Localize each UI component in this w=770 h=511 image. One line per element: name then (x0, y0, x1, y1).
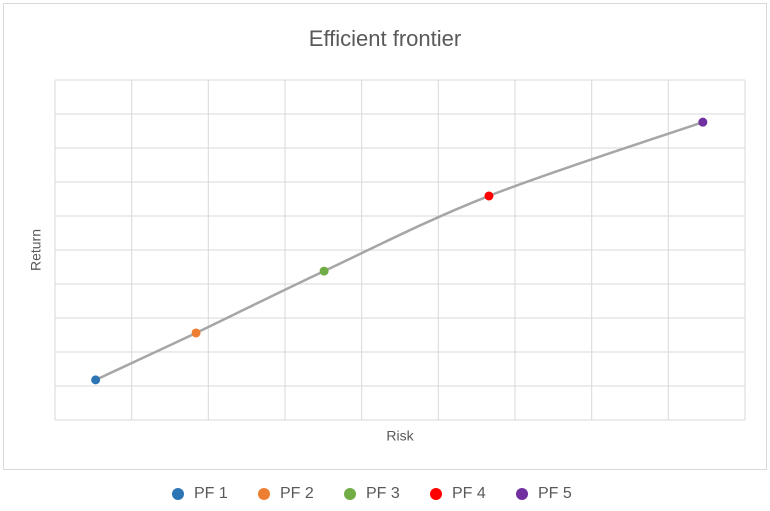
x-axis-label: Risk (386, 428, 414, 444)
point (484, 191, 494, 201)
y-axis-label: Return (28, 229, 44, 271)
legend-label: PF 3 (366, 485, 400, 502)
legend-marker (516, 488, 528, 500)
legend-marker (344, 488, 356, 500)
point (698, 117, 708, 127)
point (191, 328, 201, 338)
chart-area (3, 3, 767, 470)
legend-marker (430, 488, 442, 500)
point (319, 266, 329, 276)
chart-title: Efficient frontier (309, 26, 461, 51)
frontier-line (95, 120, 704, 382)
legend-marker (258, 488, 270, 500)
legend-label: PF 5 (538, 485, 572, 502)
point (91, 375, 101, 385)
legend-label: PF 4 (452, 485, 486, 502)
legend-label: PF 2 (280, 485, 314, 502)
legend-marker (172, 488, 184, 500)
legend-label: PF 1 (194, 485, 228, 502)
